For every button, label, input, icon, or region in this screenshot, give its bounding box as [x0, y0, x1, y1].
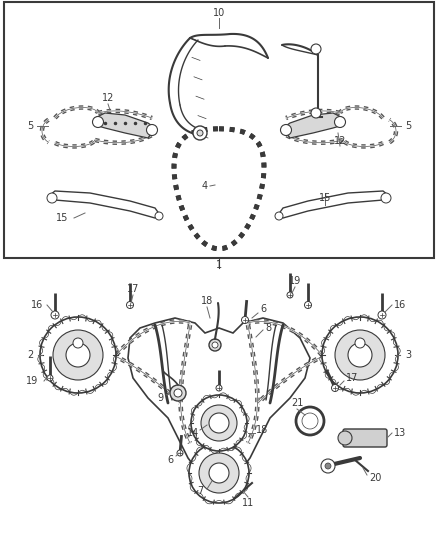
Text: 18: 18: [256, 425, 268, 435]
Text: 17: 17: [346, 373, 358, 383]
Text: 20: 20: [369, 473, 381, 483]
Circle shape: [170, 385, 186, 401]
Text: 8: 8: [265, 323, 271, 333]
Polygon shape: [50, 191, 160, 218]
Circle shape: [280, 125, 292, 135]
Circle shape: [127, 302, 134, 309]
Text: 6: 6: [167, 455, 173, 465]
Text: 5: 5: [27, 121, 33, 131]
Text: 16: 16: [31, 300, 43, 310]
Text: 2: 2: [27, 350, 33, 360]
Circle shape: [209, 463, 229, 483]
Circle shape: [189, 443, 249, 503]
Circle shape: [321, 459, 335, 473]
FancyBboxPatch shape: [343, 429, 387, 447]
Circle shape: [193, 126, 207, 140]
Circle shape: [287, 292, 293, 298]
Polygon shape: [95, 113, 155, 138]
Text: 19: 19: [289, 276, 301, 286]
Circle shape: [53, 330, 103, 380]
Text: 13: 13: [394, 428, 406, 438]
Circle shape: [304, 302, 311, 309]
Circle shape: [51, 311, 59, 319]
Circle shape: [212, 342, 218, 348]
Circle shape: [197, 130, 203, 136]
Circle shape: [66, 343, 90, 367]
Text: 18: 18: [201, 296, 213, 306]
Text: 10: 10: [213, 8, 225, 18]
Text: 21: 21: [291, 398, 303, 408]
Circle shape: [355, 338, 365, 348]
Circle shape: [302, 413, 318, 429]
Circle shape: [322, 317, 398, 393]
Circle shape: [296, 407, 324, 435]
Circle shape: [47, 193, 57, 203]
Circle shape: [311, 44, 321, 54]
Circle shape: [325, 463, 331, 469]
Text: 7: 7: [197, 486, 203, 496]
Text: 14: 14: [187, 428, 199, 438]
Circle shape: [209, 413, 229, 433]
Text: 16: 16: [394, 300, 406, 310]
Text: 4: 4: [202, 181, 208, 191]
Circle shape: [155, 212, 163, 220]
Polygon shape: [278, 191, 388, 218]
Circle shape: [381, 193, 391, 203]
Circle shape: [311, 108, 321, 118]
Circle shape: [177, 450, 183, 456]
Text: 15: 15: [319, 193, 331, 203]
Circle shape: [47, 375, 53, 381]
Text: 5: 5: [405, 121, 411, 131]
Circle shape: [378, 311, 386, 319]
Circle shape: [335, 117, 346, 127]
Circle shape: [199, 453, 239, 493]
Text: 12: 12: [334, 136, 346, 146]
Circle shape: [275, 212, 283, 220]
Circle shape: [174, 389, 182, 397]
Circle shape: [241, 317, 248, 324]
Circle shape: [332, 384, 339, 392]
Text: 17: 17: [127, 284, 139, 294]
Circle shape: [201, 405, 237, 441]
Circle shape: [335, 330, 385, 380]
Circle shape: [92, 117, 103, 127]
Circle shape: [73, 338, 83, 348]
Polygon shape: [283, 113, 343, 138]
Text: 9: 9: [157, 393, 163, 403]
Text: 11: 11: [242, 498, 254, 508]
Text: 3: 3: [405, 350, 411, 360]
Polygon shape: [174, 129, 264, 249]
Text: 6: 6: [260, 304, 266, 314]
Text: 12: 12: [102, 93, 114, 103]
Text: 19: 19: [26, 376, 38, 386]
Circle shape: [216, 385, 222, 391]
Circle shape: [338, 431, 352, 445]
Text: 1: 1: [216, 260, 222, 270]
Bar: [4, 2, 434, 258]
Circle shape: [348, 343, 372, 367]
Text: 15: 15: [56, 213, 68, 223]
Circle shape: [191, 395, 247, 451]
Circle shape: [209, 339, 221, 351]
Circle shape: [146, 125, 158, 135]
Polygon shape: [128, 318, 310, 483]
Circle shape: [40, 317, 116, 393]
